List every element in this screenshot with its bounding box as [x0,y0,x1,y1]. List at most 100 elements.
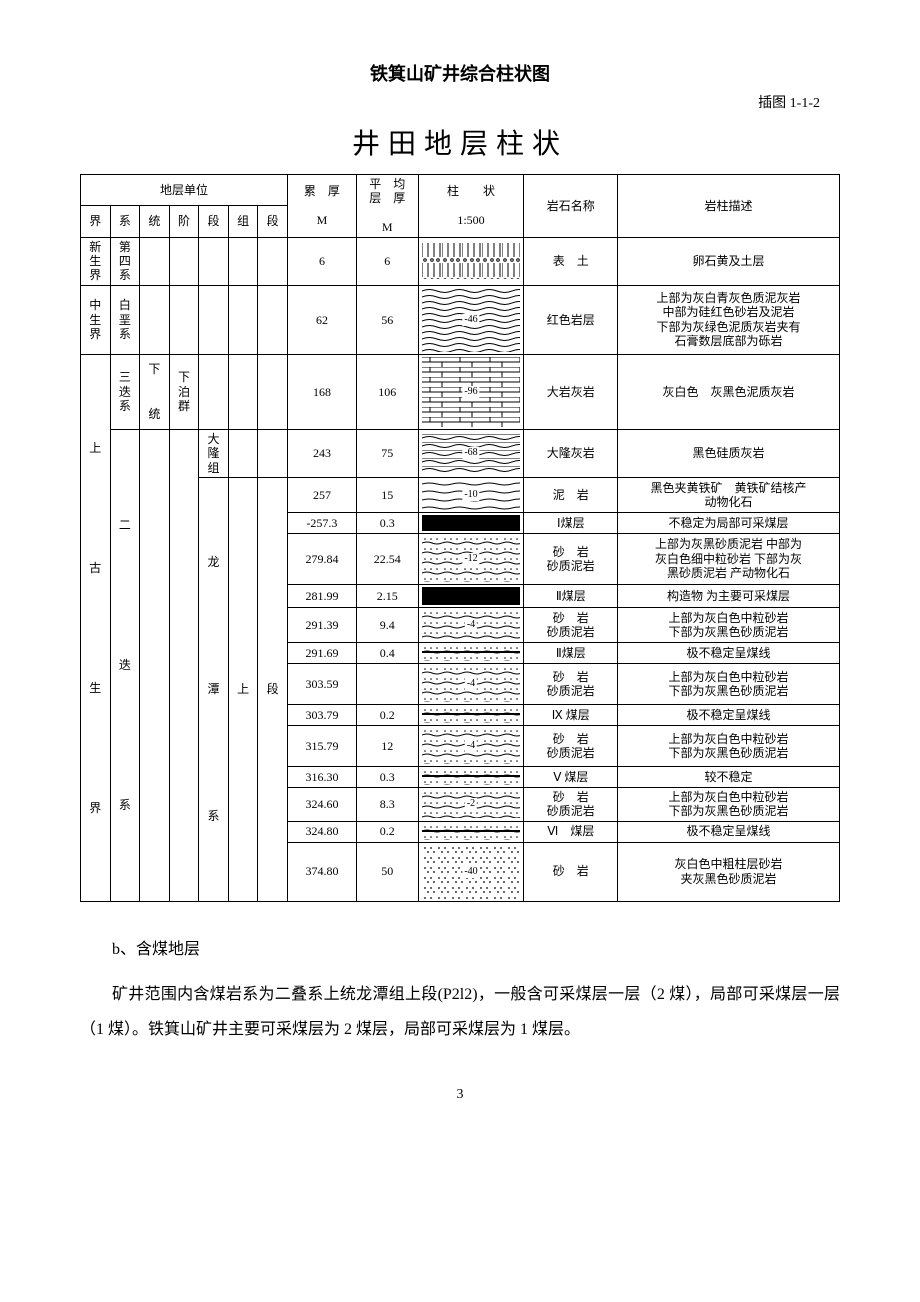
table-cell: 下统 [140,354,170,429]
table-cell [199,237,229,285]
pattern-cell [418,642,524,663]
hdr-cum: 累 厚M [287,175,356,238]
table-cell: 50 [356,842,418,901]
table-cell: Ⅸ 煤层 [524,704,618,725]
table-cell: 极不稳定呈煤线 [618,704,840,725]
table-cell: 中 生 界 [81,285,111,354]
body-text: b、含煤地层 矿井范围内含煤岩系为二叠系上统龙潭组上段(P2l2)，一般含可采煤… [80,932,840,1048]
pattern-cell [418,512,524,533]
table-cell: Ⅴ 煤层 [524,766,618,787]
pattern-cell: -46 [418,285,524,354]
table-cell: 上部为灰黑砂质泥岩 中部为 灰白色细中粒砂岩 下部为灰 黑砂质泥岩 产动物化石 [618,533,840,584]
table-cell: 324.80 [287,821,356,842]
table-cell: 下 泊 群 [169,354,199,429]
table-cell [228,285,258,354]
pattern-cell [418,584,524,607]
table-cell: 0.4 [356,642,418,663]
table-cell: 大岩灰岩 [524,354,618,429]
table-cell: 291.39 [287,607,356,642]
pattern-cell: -4 [418,663,524,704]
table-cell [228,429,258,477]
table-cell: 段 [258,477,288,901]
pattern-cell: -96 [418,354,524,429]
pattern-cell: -68 [418,429,524,477]
table-cell: 上部为灰白色中粒砂岩 下部为灰黑色砂质泥岩 [618,607,840,642]
table-cell [199,285,229,354]
table-cell [258,429,288,477]
table-cell: 2.15 [356,584,418,607]
table-cell: 上部为灰白青灰色质泥灰岩 中部为硅红色砂岩及泥岩 下部为灰绿色泥质灰岩夹有 石膏… [618,285,840,354]
table-cell: 324.60 [287,787,356,821]
table-cell: 上部为灰白色中粒砂岩 下部为灰黑色砂质泥岩 [618,725,840,766]
table-cell [169,237,199,285]
table-cell: 0.2 [356,704,418,725]
table-cell: 砂 岩 砂质泥岩 [524,787,618,821]
table-cell: Ⅵ 煤层 [524,821,618,842]
table-cell [258,285,288,354]
table-cell: 龙潭系 [199,477,229,901]
table-cell: 303.59 [287,663,356,704]
page-number: 3 [80,1087,840,1103]
table-cell: 12 [356,725,418,766]
table-cell: 0.3 [356,512,418,533]
table-cell [199,354,229,429]
table-cell: Ⅰ煤层 [524,512,618,533]
paragraph-1: 矿井范围内含煤岩系为二叠系上统龙潭组上段(P2l2)，一般含可采煤层一层（2 煤… [80,977,840,1047]
pattern-cell: -12 [418,533,524,584]
subtitle: 井田地层柱状 [80,122,840,162]
table-cell: 灰白色中粗柱层砂岩 夹灰黑色砂质泥岩 [618,842,840,901]
pattern-cell: -2 [418,787,524,821]
table-cell: 砂 岩 砂质泥岩 [524,725,618,766]
table-cell: 上部为灰白色中粒砂岩 下部为灰黑色砂质泥岩 [618,663,840,704]
hdr-tong: 统 [140,206,170,237]
stratigraphic-table: 地层单位 累 厚M 平 均 层 厚M 柱 状1:500 岩石名称 岩柱描述 界 … [80,174,840,902]
hdr-strat-unit: 地层单位 [81,175,288,206]
table-cell: 168 [287,354,356,429]
hdr-column: 柱 状1:500 [418,175,524,238]
table-cell: 极不稳定呈煤线 [618,821,840,842]
hdr-duan2: 段 [258,206,288,237]
pattern-cell: -4 [418,725,524,766]
pattern-cell: -40 [418,842,524,901]
pattern-cell: -10 [418,477,524,512]
table-cell: 0.2 [356,821,418,842]
table-cell: 8.3 [356,787,418,821]
table-cell: 极不稳定呈煤线 [618,642,840,663]
pattern-cell [418,821,524,842]
hdr-jie2: 阶 [169,206,199,237]
table-cell [140,237,170,285]
table-cell [140,285,170,354]
table-cell [258,237,288,285]
table-cell: 56 [356,285,418,354]
table-cell: 257 [287,477,356,512]
figure-reference: 插图 1-1-2 [80,92,840,112]
hdr-duan: 段 [199,206,229,237]
table-cell: 6 [356,237,418,285]
table-cell: 291.69 [287,642,356,663]
table-cell: 不稳定为局部可采煤层 [618,512,840,533]
table-cell: 新 生 界 [81,237,111,285]
section-head: b、含煤地层 [80,932,840,967]
hdr-avg: 平 均 层 厚M [356,175,418,238]
table-cell: 279.84 [287,533,356,584]
table-cell: 243 [287,429,356,477]
table-cell: 106 [356,354,418,429]
table-cell: 白 垩 系 [110,285,140,354]
hdr-rock: 岩石名称 [524,175,618,238]
table-cell: 较不稳定 [618,766,840,787]
table-cell: -257.3 [287,512,356,533]
hdr-desc: 岩柱描述 [618,175,840,238]
page-title: 铁箕山矿井综合柱状图 [80,60,840,86]
table-cell: 6 [287,237,356,285]
pattern-cell [418,704,524,725]
table-cell: 第 四 系 [110,237,140,285]
table-cell: 砂 岩 [524,842,618,901]
table-cell: 构造物 为主要可采煤层 [618,584,840,607]
table-cell: 9.4 [356,607,418,642]
table-cell: Ⅱ煤层 [524,584,618,607]
table-cell: 二迭系 [110,429,140,901]
table-cell: 62 [287,285,356,354]
hdr-xi: 系 [110,206,140,237]
table-cell: 红色岩层 [524,285,618,354]
table-cell [258,354,288,429]
